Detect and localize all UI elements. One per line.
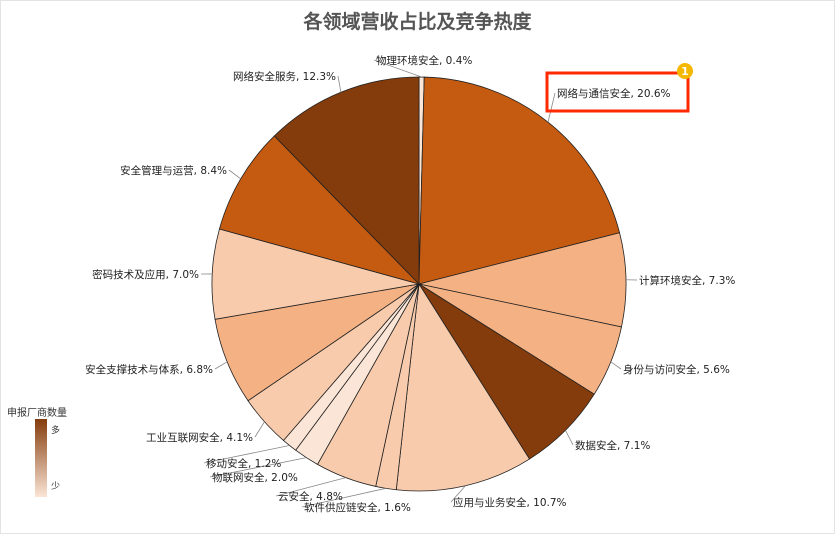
leader-line — [373, 59, 422, 78]
badge-icon — [677, 63, 693, 79]
slice-label: 安全管理与运营, 8.4% — [120, 164, 227, 177]
slice-label: 数据安全, 7.1% — [575, 439, 650, 452]
leader-line — [547, 92, 556, 123]
leader-line — [450, 485, 466, 503]
legend-low-label: 少 — [51, 482, 61, 492]
leader-line — [301, 487, 387, 508]
slice-label: 移动安全, 1.2% — [206, 457, 281, 470]
slice-label: 网络与通信安全, 20.6% — [557, 87, 671, 100]
slice-label: 工业互联网安全, 4.1% — [146, 431, 253, 444]
legend-color-bar — [35, 419, 47, 497]
highlight-box — [545, 71, 690, 113]
leader-line — [254, 421, 265, 438]
slice-label: 物联网安全, 2.0% — [212, 471, 298, 484]
leader-line — [214, 361, 228, 370]
leader-line — [275, 477, 346, 497]
pie-slice[interactable] — [418, 76, 621, 285]
slice-label: 安全支撑技术与体系, 6.8% — [85, 363, 213, 376]
leader-line — [337, 75, 342, 93]
leader-line — [610, 361, 622, 370]
pie-slice[interactable] — [395, 282, 531, 492]
slice-label: 网络安全服务, 12.3% — [233, 70, 336, 83]
slice-label: 云安全, 4.8% — [278, 490, 343, 503]
leader-line — [209, 457, 307, 478]
legend-high-label: 多 — [51, 426, 61, 436]
leader-line — [228, 169, 241, 180]
slice-label: 应用与业务安全, 10.7% — [453, 496, 567, 509]
slice-label: 身份与访问安全, 5.6% — [623, 363, 730, 376]
slice-label: 计算环境安全, 7.3% — [639, 274, 735, 287]
chart-title: 各领域营收占比及竞争热度 — [303, 11, 532, 33]
leader-line — [565, 430, 574, 446]
leader-line — [203, 445, 290, 464]
slice-label: 物理环境安全, 0.4% — [376, 54, 472, 67]
slice-label: 密码技术及应用, 7.0% — [92, 268, 199, 281]
slice-label: 软件供应链安全, 1.6% — [304, 501, 411, 514]
badge-number: 1 — [681, 65, 689, 78]
legend-title: 申报厂商数量 — [7, 408, 67, 419]
